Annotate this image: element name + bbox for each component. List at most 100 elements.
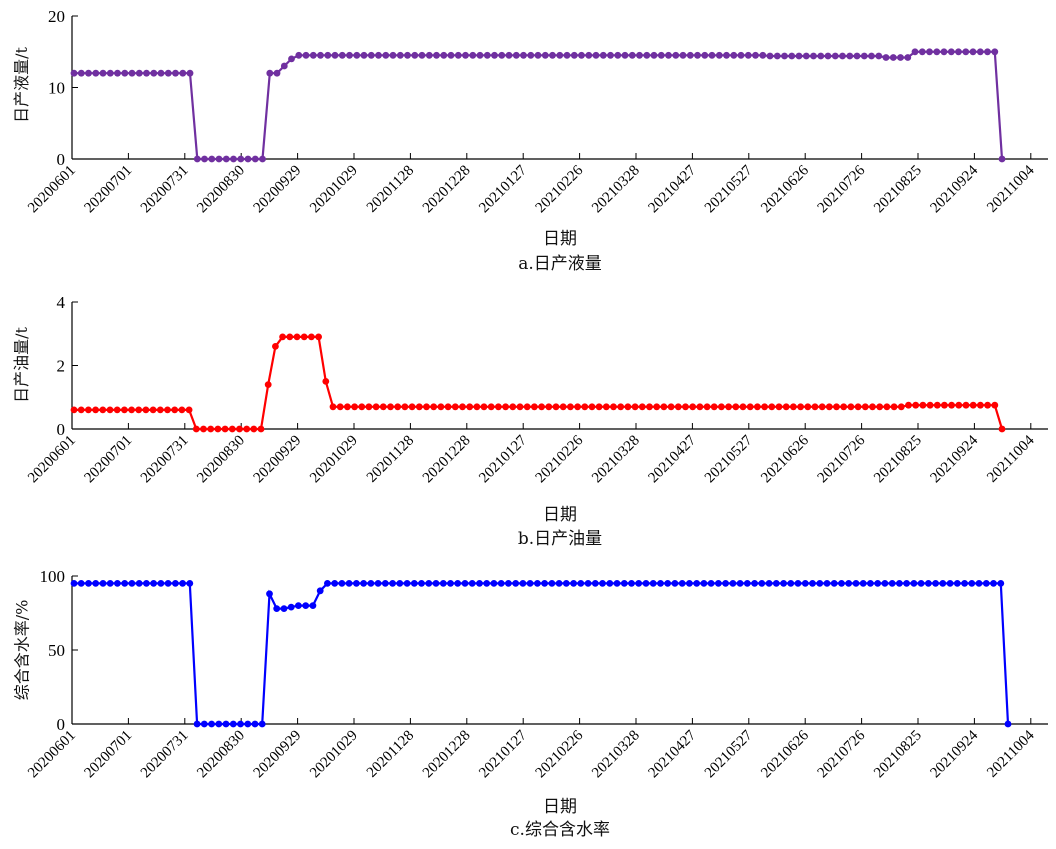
x-tick-label: 20210924	[927, 432, 981, 486]
chart-caption: b.日产油量	[517, 529, 603, 549]
data-point	[106, 69, 114, 77]
data-point	[266, 590, 273, 598]
data-point	[649, 580, 657, 587]
data-point	[483, 580, 491, 587]
data-point	[374, 580, 382, 587]
data-point	[172, 580, 179, 587]
x-tick-label: 20210726	[815, 727, 869, 781]
data-point	[280, 62, 288, 70]
data-point	[236, 425, 243, 433]
x-tick-label: 20201228	[420, 728, 474, 782]
data-point	[794, 580, 802, 587]
data-point	[128, 580, 136, 587]
x-tick-label: 20210328	[589, 728, 643, 782]
data-point	[375, 51, 382, 59]
x-tick-label: 20200731	[138, 728, 192, 782]
data-point	[975, 580, 983, 587]
data-point	[425, 51, 433, 59]
y-axis-title: 综合含水率/%	[11, 599, 31, 701]
data-point	[665, 51, 672, 59]
data-point	[495, 403, 502, 411]
data-point	[775, 403, 783, 411]
data-point	[780, 580, 787, 587]
data-point	[243, 425, 251, 433]
data-point	[708, 51, 716, 59]
data-point	[781, 52, 788, 60]
data-point	[287, 603, 295, 611]
x-tick-label: 20200830	[194, 728, 248, 782]
data-point	[824, 52, 832, 60]
data-point	[221, 425, 229, 433]
data-point	[519, 580, 527, 587]
data-point	[237, 720, 244, 728]
x-tick-label: 20201029	[307, 163, 361, 217]
y-tick-label: 0	[57, 715, 66, 734]
data-point	[454, 51, 462, 59]
data-point	[802, 52, 810, 60]
x-tick-label: 20200929	[251, 433, 305, 487]
data-point	[607, 51, 614, 59]
data-point	[418, 51, 426, 59]
data-point	[487, 403, 495, 411]
data-point	[729, 580, 737, 587]
data-point	[744, 51, 752, 59]
x-tick-label: 20210328	[589, 433, 643, 487]
data-point	[671, 580, 679, 587]
data-point	[847, 403, 855, 411]
data-point	[315, 333, 322, 341]
data-point	[816, 580, 824, 587]
data-point	[859, 580, 867, 587]
data-point	[874, 580, 882, 587]
x-tick-label: 20210924	[927, 727, 981, 781]
data-point	[396, 51, 404, 59]
data-point	[852, 580, 860, 587]
data-point	[678, 580, 686, 587]
x-tick-label: 20200601	[25, 433, 79, 487]
data-point	[897, 54, 904, 61]
data-point	[534, 580, 541, 587]
data-point	[977, 401, 984, 409]
data-point	[896, 580, 903, 587]
x-tick-label: 20210527	[702, 162, 756, 216]
data-point	[998, 155, 1006, 163]
data-point	[982, 580, 990, 587]
data-point	[279, 333, 286, 341]
data-point	[703, 403, 711, 411]
data-point	[592, 51, 600, 59]
data-point	[911, 48, 919, 56]
data-point	[259, 155, 266, 163]
data-point	[682, 403, 689, 411]
x-axis-title: 日期	[543, 229, 577, 249]
data-point	[839, 52, 846, 60]
x-tick-label: 20210626	[758, 162, 812, 216]
data-point	[773, 52, 781, 60]
data-point	[613, 580, 621, 587]
data-point	[743, 580, 751, 587]
data-point	[664, 580, 672, 587]
data-point	[389, 580, 396, 587]
data-point	[1004, 720, 1012, 728]
data-point	[502, 403, 509, 411]
data-point	[509, 403, 517, 411]
data-point	[707, 580, 715, 587]
data-point	[810, 52, 817, 60]
data-point	[476, 51, 484, 59]
data-point	[696, 403, 704, 411]
data-point	[715, 580, 722, 587]
data-point	[715, 51, 723, 59]
data-point	[77, 406, 85, 414]
data-point	[903, 580, 910, 587]
data-point	[230, 155, 237, 163]
data-point	[883, 403, 891, 411]
data-point	[953, 580, 961, 587]
data-point	[215, 720, 223, 728]
data-point	[725, 403, 732, 411]
data-point	[250, 425, 258, 433]
data-point	[969, 48, 977, 56]
data-point	[939, 580, 947, 587]
y-tick-label: 2	[57, 357, 66, 376]
data-point	[946, 580, 954, 587]
data-point	[570, 580, 577, 587]
data-point	[591, 580, 599, 587]
data-point	[480, 403, 488, 411]
